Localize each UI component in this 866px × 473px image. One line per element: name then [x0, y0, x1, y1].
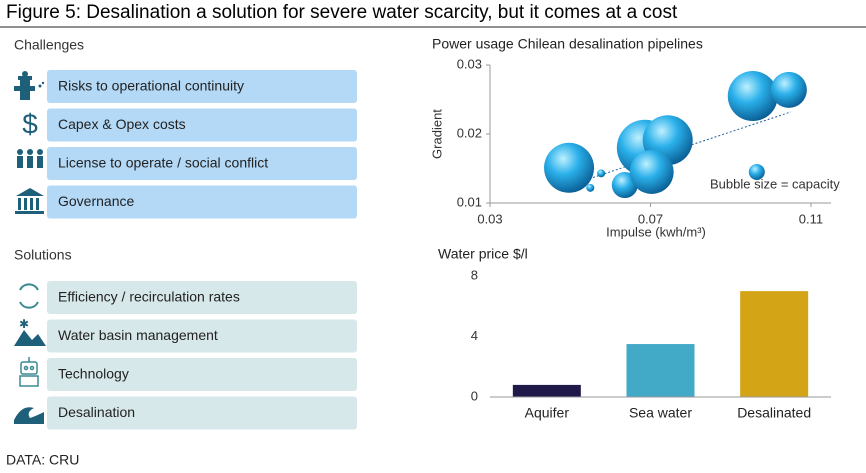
list-box: [47, 396, 357, 430]
list-box: [47, 185, 357, 219]
challenges-list: Risks to operational continuity Capex & O…: [47, 70, 357, 219]
x-tick-label: Aquifer: [525, 405, 570, 421]
x-tick-label: 0.11: [799, 211, 823, 226]
y-tick-label: 8: [471, 267, 478, 282]
y-tick-label: 0: [471, 388, 478, 403]
bubble: [770, 71, 807, 108]
solutions-list: Efficiency / recirculation rates Water ba…: [47, 281, 357, 430]
x-tick-label: 0.07: [638, 211, 663, 226]
list-box: [47, 70, 357, 103]
source: DATA: CRU: [6, 452, 79, 468]
list-box: [47, 358, 357, 391]
list-item: Capex & Opex costs: [58, 116, 186, 132]
y-tick-label: 0.03: [457, 56, 482, 71]
list-box: [47, 281, 357, 314]
bar: [626, 344, 695, 397]
y-tick-label: 0.01: [457, 194, 482, 209]
list-box: [47, 319, 357, 353]
bubble: [544, 142, 595, 193]
bar: [740, 291, 809, 397]
challenges-heading: Challenges: [14, 37, 84, 53]
x-tick-label: Desalinated: [737, 405, 811, 421]
y-tick-label: 0.02: [457, 125, 482, 140]
list-item: License to operate / social conflict: [58, 155, 268, 171]
list-box: [47, 108, 357, 142]
solutions-heading: Solutions: [14, 247, 72, 263]
list-item: Efficiency / recirculation rates: [58, 289, 240, 305]
bubble: [597, 169, 606, 178]
y-tick-label: 4: [471, 328, 478, 343]
y-axis-label: Gradient: [429, 109, 444, 159]
list-item: Desalination: [58, 404, 135, 420]
sun-icon: ✱: [19, 317, 29, 331]
dollar-icon: $: [22, 108, 38, 139]
x-axis-label: Impulse (kwh/m³): [606, 224, 706, 239]
list-item: Governance: [58, 193, 134, 209]
list-item: Risks to operational continuity: [58, 78, 244, 94]
list-item: Technology: [58, 366, 129, 382]
page-title: Figure 5: Desalination a solution for se…: [6, 2, 678, 23]
bubble: [586, 183, 595, 192]
icons: $ ✱: [14, 71, 46, 424]
x-tick-label: Sea water: [629, 405, 692, 421]
chart-title: Power usage Chilean desalination pipelin…: [432, 36, 703, 52]
list-item: Water basin management: [58, 327, 218, 343]
bubble: [748, 163, 765, 180]
annotation: Bubble size = capacity: [710, 176, 840, 191]
bubble: [727, 71, 778, 122]
x-tick-label: 0.03: [477, 211, 502, 226]
chart-title: Water price $/l: [438, 246, 528, 262]
bubble: [629, 149, 674, 194]
bar: [512, 384, 581, 397]
charts: Power usage Chilean desalination pipelin…: [429, 36, 840, 421]
list-box: [47, 147, 357, 180]
